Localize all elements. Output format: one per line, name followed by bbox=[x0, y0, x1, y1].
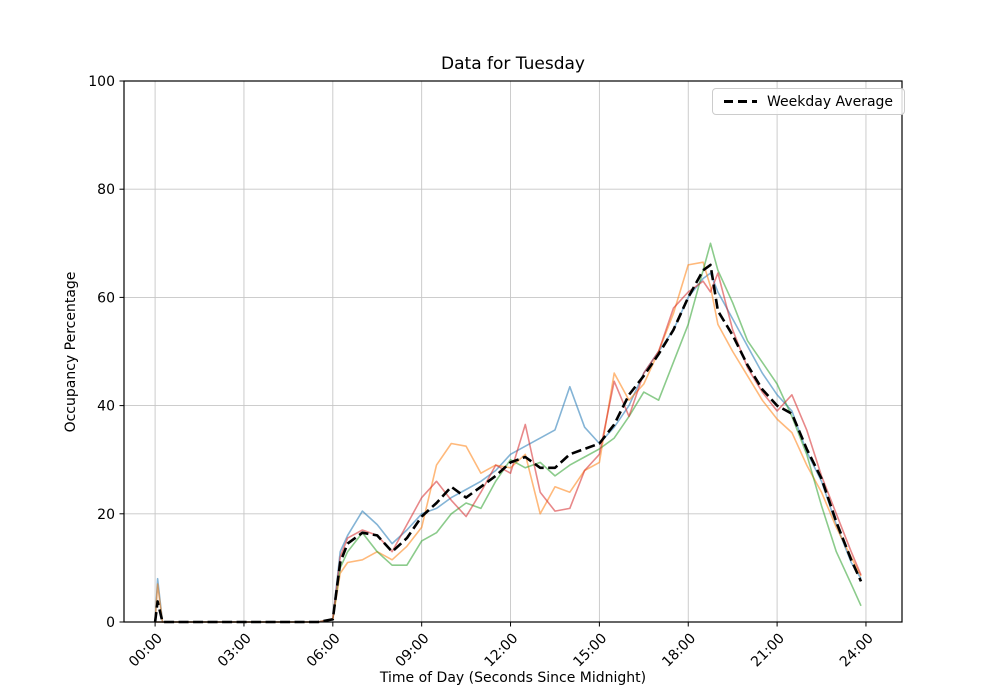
chart-title: Data for Tuesday bbox=[441, 54, 585, 74]
x-tick-label: 15:00 bbox=[570, 631, 610, 671]
legend: Weekday Average bbox=[712, 88, 906, 115]
y-tick-label: 40 bbox=[97, 399, 115, 415]
y-tick-label: 80 bbox=[97, 182, 115, 198]
series-line-day-2 bbox=[154, 261, 862, 623]
x-tick-label: 06:00 bbox=[304, 631, 344, 671]
y-tick-label: 60 bbox=[97, 290, 115, 306]
y-tick-label: 20 bbox=[97, 507, 115, 523]
x-tick-label: 00:00 bbox=[126, 631, 166, 671]
x-tick-label: 18:00 bbox=[659, 631, 699, 671]
x-tick-label: 12:00 bbox=[482, 631, 522, 671]
series-line-weekday-average bbox=[153, 263, 863, 624]
y-axis-label: Occupancy Percentage bbox=[63, 271, 79, 433]
weekday-average-line-sample bbox=[724, 100, 757, 103]
series-line-day-4 bbox=[155, 272, 862, 623]
x-tick-label: 09:00 bbox=[393, 631, 433, 671]
y-tick-label: 0 bbox=[106, 615, 115, 631]
series-line-day-3 bbox=[155, 242, 862, 623]
y-tick-label: 100 bbox=[88, 74, 115, 90]
x-tick-label: 24:00 bbox=[837, 631, 877, 671]
plot-frame bbox=[123, 80, 903, 623]
series-line-day-1 bbox=[154, 272, 862, 623]
x-tick-label: 21:00 bbox=[748, 631, 788, 671]
x-axis-label: Time of Day (Seconds Since Midnight) bbox=[379, 670, 647, 686]
x-tick-label: 03:00 bbox=[215, 631, 255, 671]
legend-label: Weekday Average bbox=[767, 93, 894, 110]
